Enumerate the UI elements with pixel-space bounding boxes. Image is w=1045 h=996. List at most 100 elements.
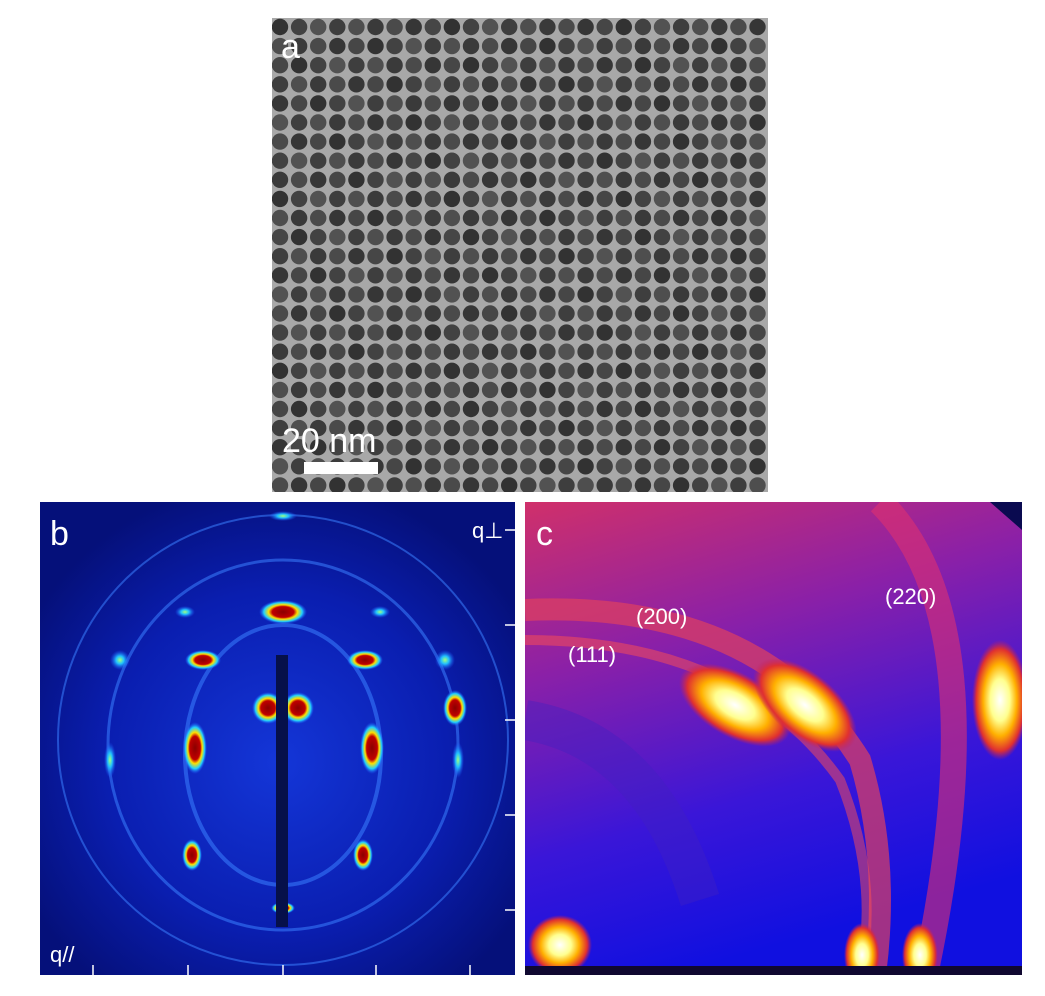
nanocrystal [272,362,289,379]
nanocrystal [577,400,594,418]
nanocrystal [386,362,403,379]
nanocrystal [443,324,461,341]
nanocrystal [634,76,652,93]
nanocrystal [329,56,346,74]
nanocrystal [272,286,289,303]
nanocrystal [443,248,461,265]
nanocrystal [730,133,747,150]
nanocrystal [558,37,575,55]
nanocrystal [653,381,671,399]
nanocrystal [615,324,632,341]
nanocrystal [329,133,346,150]
nanocrystal [711,18,728,36]
nanocrystal [577,267,594,284]
nanocrystal [634,286,652,303]
scale-bar-label: 20 nm [282,422,377,460]
nanocrystal [539,228,556,246]
nanocrystal [768,458,784,474]
nanocrystal [596,248,613,265]
nanocrystal [672,419,690,437]
nanocrystal [672,267,690,284]
nanocrystal [501,114,518,131]
nanocrystal [520,439,537,456]
nanocrystal [615,209,632,227]
nanocrystal [367,305,384,322]
nanocrystal [386,76,403,93]
nanocrystal [501,56,518,74]
nanocrystal [367,343,384,360]
nanocrystal [749,477,766,492]
nanocrystal [768,382,784,398]
nanocrystal [443,419,461,437]
nanocrystal [749,114,766,131]
nanocrystal [749,362,766,379]
nanocrystal [634,56,652,74]
nanocrystal [310,343,327,360]
nanocrystal [367,324,384,341]
nanocrystal [539,400,556,418]
nanocrystal [520,362,537,379]
nanocrystal [272,477,289,492]
nanocrystal-lattice [272,18,784,492]
nanocrystal [481,477,499,492]
nanocrystal [290,381,308,399]
nanocrystal [501,267,518,284]
nanocrystal [367,362,384,379]
nanocrystal [424,76,441,93]
axis-label-q-perp: q⊥ [472,518,503,543]
nanocrystal [692,37,709,55]
nanocrystal [443,133,461,150]
nanocrystal [558,381,575,399]
nanocrystal [443,400,461,418]
peak-label: (220) [885,584,936,609]
panel-label: c [536,515,553,553]
nanocrystal [577,133,594,150]
nanocrystal [424,381,441,399]
nanocrystal [481,209,499,227]
nanocrystal [501,439,518,456]
nanocrystal [558,267,575,284]
nanocrystal [730,37,747,55]
nanocrystal [462,95,480,112]
nanocrystal [692,419,709,437]
nanocrystal [329,76,346,93]
nanocrystal [596,152,613,169]
nanocrystal [653,286,671,303]
nanocrystal [634,458,652,475]
nanocrystal [462,228,480,246]
nanocrystal [615,76,632,93]
nanocrystal [749,400,766,418]
nanocrystal [405,171,422,188]
nanocrystal [481,362,499,379]
nanocrystal [539,343,556,360]
nanocrystal [672,248,690,265]
nanocrystal [558,56,575,74]
nanocrystal [520,171,537,188]
nanocrystal [348,381,365,399]
nanocrystal [749,76,766,93]
peak-label: (111) [568,642,616,667]
nanocrystal [692,343,709,360]
nanocrystal [367,152,384,169]
peak-label: (200) [636,604,687,629]
nanocrystal [558,190,575,208]
nanocrystal [634,439,652,456]
nanocrystal [310,362,327,379]
nanocrystal [634,381,652,399]
nanocrystal [310,114,327,131]
nanocrystal [310,400,327,418]
nanocrystal [367,76,384,93]
nanocrystal [290,152,308,169]
nanocrystal [424,209,441,227]
nanocrystal [443,305,461,322]
nanocrystal [443,171,461,188]
nanocrystal [462,18,480,36]
nanocrystal [672,343,690,360]
nanocrystal [672,305,690,322]
nanocrystal [768,439,784,455]
nanocrystal [443,152,461,169]
nanocrystal [443,477,461,492]
nanocrystal [520,37,537,55]
nanocrystal [272,133,289,150]
nanocrystal [615,286,632,303]
